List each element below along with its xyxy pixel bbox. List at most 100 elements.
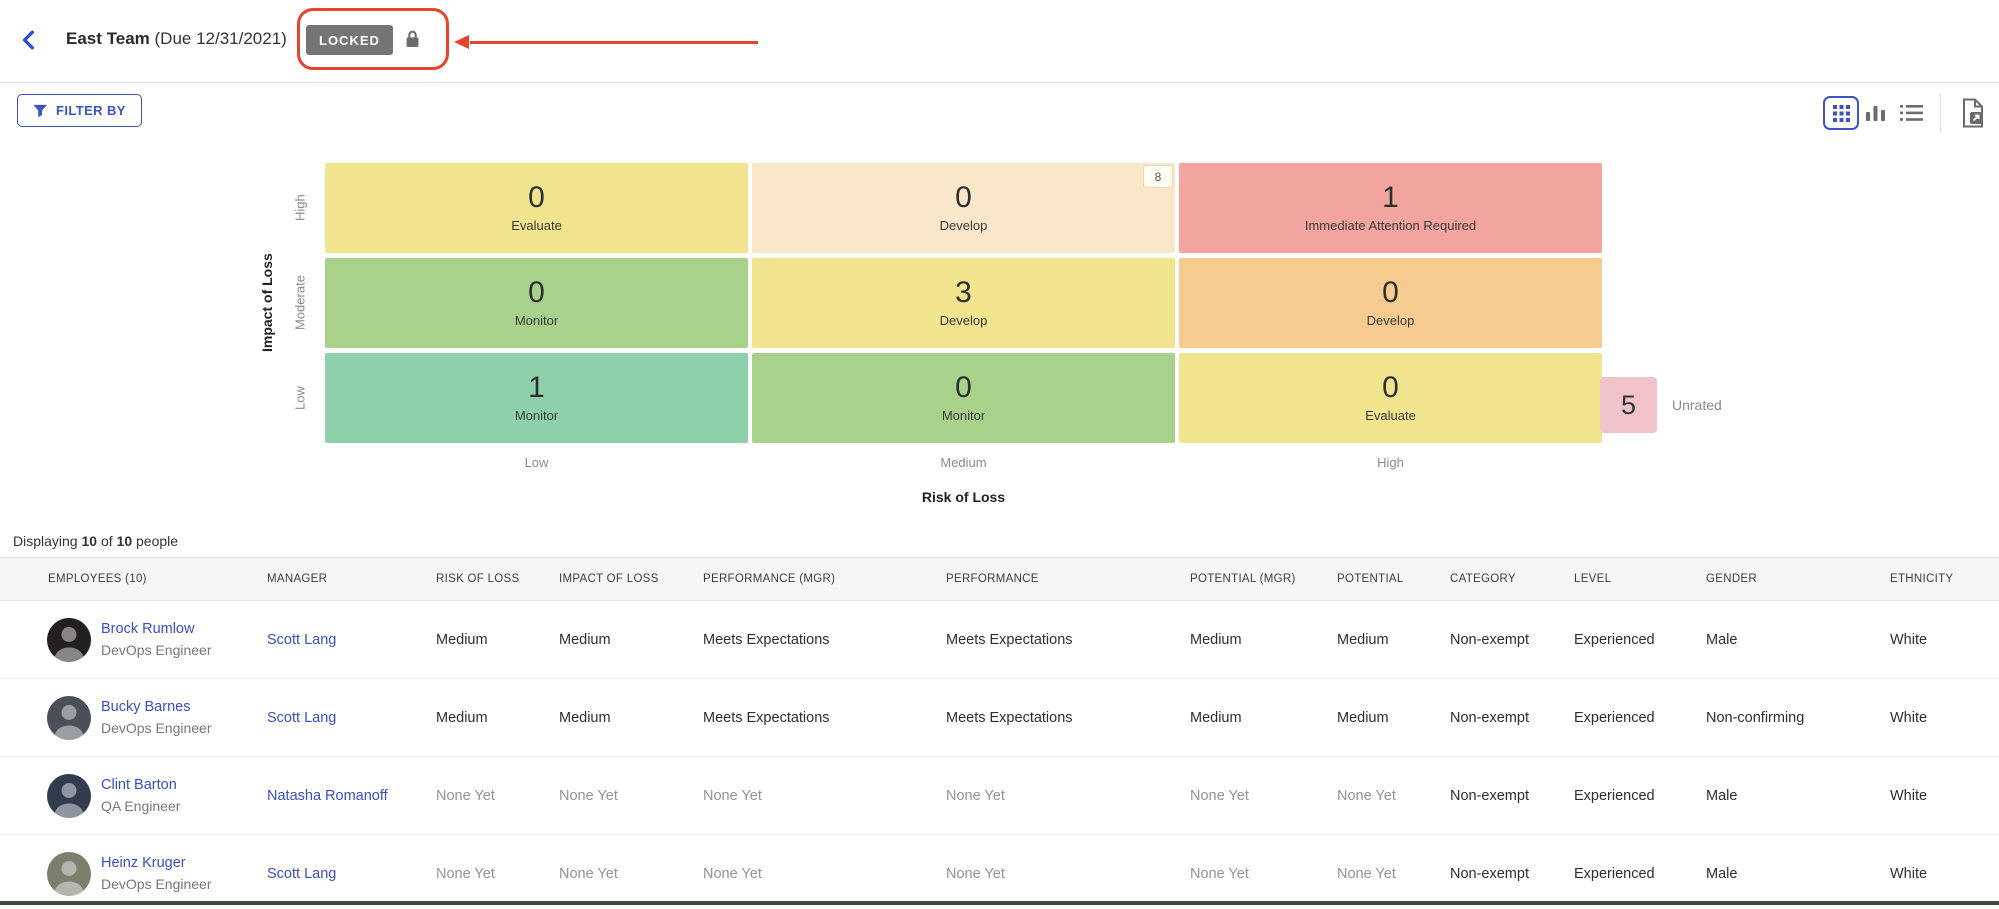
cell-count: 0 — [955, 371, 972, 404]
col-header-potential-mgr: POTENTIAL (MGR) — [1190, 573, 1296, 585]
potential-mgr-value: Medium — [1190, 709, 1242, 726]
risk-value: Medium — [436, 709, 488, 726]
gender-value: Male — [1706, 787, 1738, 804]
employee-name-link[interactable]: Bucky Barnes — [101, 699, 191, 715]
manager-link[interactable]: Scott Lang — [267, 865, 337, 882]
cell-count: 0 — [1382, 371, 1399, 404]
locked-status-badge: LOCKED — [306, 25, 393, 55]
cell-label: Develop — [1366, 313, 1415, 328]
col-header-category: CATEGORY — [1450, 573, 1516, 585]
employee-role: DevOps Engineer — [101, 642, 212, 658]
performance-value: None Yet — [946, 865, 1005, 882]
performance-value: None Yet — [946, 787, 1005, 804]
ethnicity-value: White — [1890, 865, 1928, 882]
impact-value: Medium — [559, 631, 611, 648]
employee-name-link[interactable]: Clint Barton — [101, 777, 177, 793]
filter-by-label: FILTER BY — [56, 103, 126, 118]
matrix-cell-low-medium[interactable]: 0 Monitor — [752, 353, 1175, 443]
toolbar-divider — [1940, 94, 1941, 132]
page-title: East Team (Due 12/31/2021) — [66, 29, 287, 49]
cell-count: 0 — [1382, 276, 1399, 309]
potential-value: Medium — [1337, 709, 1389, 726]
matrix-cell-low-low[interactable]: 1 Monitor — [325, 353, 748, 443]
table-header-row: EMPLOYEES (10) MANAGER RISK OF LOSS IMPA… — [0, 557, 1999, 601]
table-row: Bucky Barnes DevOps Engineer Scott Lang … — [0, 679, 1999, 757]
grid-view-toggle[interactable] — [1823, 96, 1859, 130]
people-table: EMPLOYEES (10) MANAGER RISK OF LOSS IMPA… — [0, 557, 1999, 909]
cell-label: Monitor — [941, 408, 986, 423]
potential-value: None Yet — [1337, 865, 1396, 882]
potential-mgr-value: None Yet — [1190, 865, 1249, 882]
matrix-cell-high-low[interactable]: 0 Evaluate — [325, 163, 748, 253]
list-view-toggle[interactable] — [1898, 103, 1924, 123]
cell-label: Evaluate — [1365, 408, 1416, 423]
y-label-moderate: Moderate — [292, 275, 308, 331]
col-header-manager: MANAGER — [267, 573, 328, 585]
performance-mgr-value: None Yet — [703, 787, 762, 804]
summary-total-count: 10 — [116, 533, 133, 549]
manager-link[interactable]: Scott Lang — [267, 709, 337, 726]
col-header-gender: GENDER — [1706, 573, 1758, 585]
document-export-icon — [1963, 98, 1983, 128]
y-label-low: Low — [292, 386, 308, 410]
col-header-employees: EMPLOYEES (10) — [48, 573, 147, 585]
potential-mgr-value: Medium — [1190, 631, 1242, 648]
matrix-cell-moderate-low[interactable]: 0 Monitor — [325, 258, 748, 348]
employee-name-link[interactable]: Heinz Kruger — [101, 855, 186, 871]
x-label-low: Low — [524, 455, 549, 470]
potential-value: Medium — [1337, 631, 1389, 648]
col-header-performance: PERFORMANCE — [946, 573, 1039, 585]
employee-role: DevOps Engineer — [101, 876, 212, 892]
filter-by-button[interactable]: FILTER BY — [17, 94, 142, 127]
gender-value: Non-confirming — [1706, 709, 1805, 726]
matrix-cell-moderate-medium[interactable]: 3 Develop — [752, 258, 1175, 348]
manager-link[interactable]: Natasha Romanoff — [267, 787, 388, 804]
employee-role: QA Engineer — [101, 798, 181, 814]
risk-value: Medium — [436, 631, 488, 648]
matrix-cell-low-high[interactable]: 0 Evaluate — [1179, 353, 1602, 443]
manager-link[interactable]: Scott Lang — [267, 631, 337, 648]
y-label-high: High — [292, 194, 308, 222]
lock-icon — [405, 30, 420, 53]
matrix-cell-moderate-high[interactable]: 0 Develop — [1179, 258, 1602, 348]
back-button[interactable] — [22, 30, 42, 52]
team-name: East Team — [66, 29, 150, 48]
col-header-ethnicity: ETHNICITY — [1890, 573, 1954, 585]
annotation-arrow — [470, 41, 758, 44]
unrated-summary[interactable]: 5 Unrated — [1600, 377, 1722, 433]
ethnicity-value: White — [1890, 709, 1928, 726]
col-header-performance-mgr: PERFORMANCE (MGR) — [703, 573, 836, 585]
impact-value: Medium — [559, 709, 611, 726]
gender-value: Male — [1706, 631, 1738, 648]
category-value: Non-exempt — [1450, 787, 1529, 804]
matrix-cell-high-medium[interactable]: 8 0 Develop — [752, 163, 1175, 253]
x-axis-title: Risk of Loss — [921, 489, 1006, 505]
list-icon — [1899, 105, 1923, 121]
category-value: Non-exempt — [1450, 709, 1529, 726]
performance-mgr-value: Meets Expectations — [703, 631, 830, 648]
bar-chart-icon — [1866, 106, 1885, 121]
cell-count: 1 — [1382, 181, 1399, 214]
col-header-risk: RISK OF LOSS — [436, 573, 520, 585]
results-summary: Displaying 10 of 10 people — [13, 533, 178, 549]
gender-value: Male — [1706, 865, 1738, 882]
ethnicity-value: White — [1890, 631, 1928, 648]
x-label-medium: Medium — [940, 455, 987, 470]
chart-view-toggle[interactable] — [1864, 102, 1888, 124]
x-label-high: High — [1377, 455, 1404, 470]
potential-mgr-value: None Yet — [1190, 787, 1249, 804]
cell-label: Immediate Attention Required — [1304, 218, 1477, 233]
cell-count: 0 — [528, 276, 545, 309]
avatar — [47, 695, 91, 740]
cell-count: 1 — [528, 371, 545, 404]
matrix-cell-high-high[interactable]: 1 Immediate Attention Required — [1179, 163, 1602, 253]
cell-label: Develop — [939, 218, 988, 233]
level-value: Experienced — [1574, 865, 1655, 882]
export-report-button[interactable] — [1958, 96, 1988, 130]
employee-name-link[interactable]: Brock Rumlow — [101, 621, 195, 637]
nine-box-matrix: 0 Evaluate 8 0 Develop 1 Immediate Atten… — [325, 163, 1602, 443]
cell-count-badge: 8 — [1143, 165, 1173, 188]
table-row: Clint Barton QA Engineer Natasha Romanof… — [0, 757, 1999, 835]
table-row: Heinz Kruger DevOps Engineer Scott Lang … — [0, 835, 1999, 909]
